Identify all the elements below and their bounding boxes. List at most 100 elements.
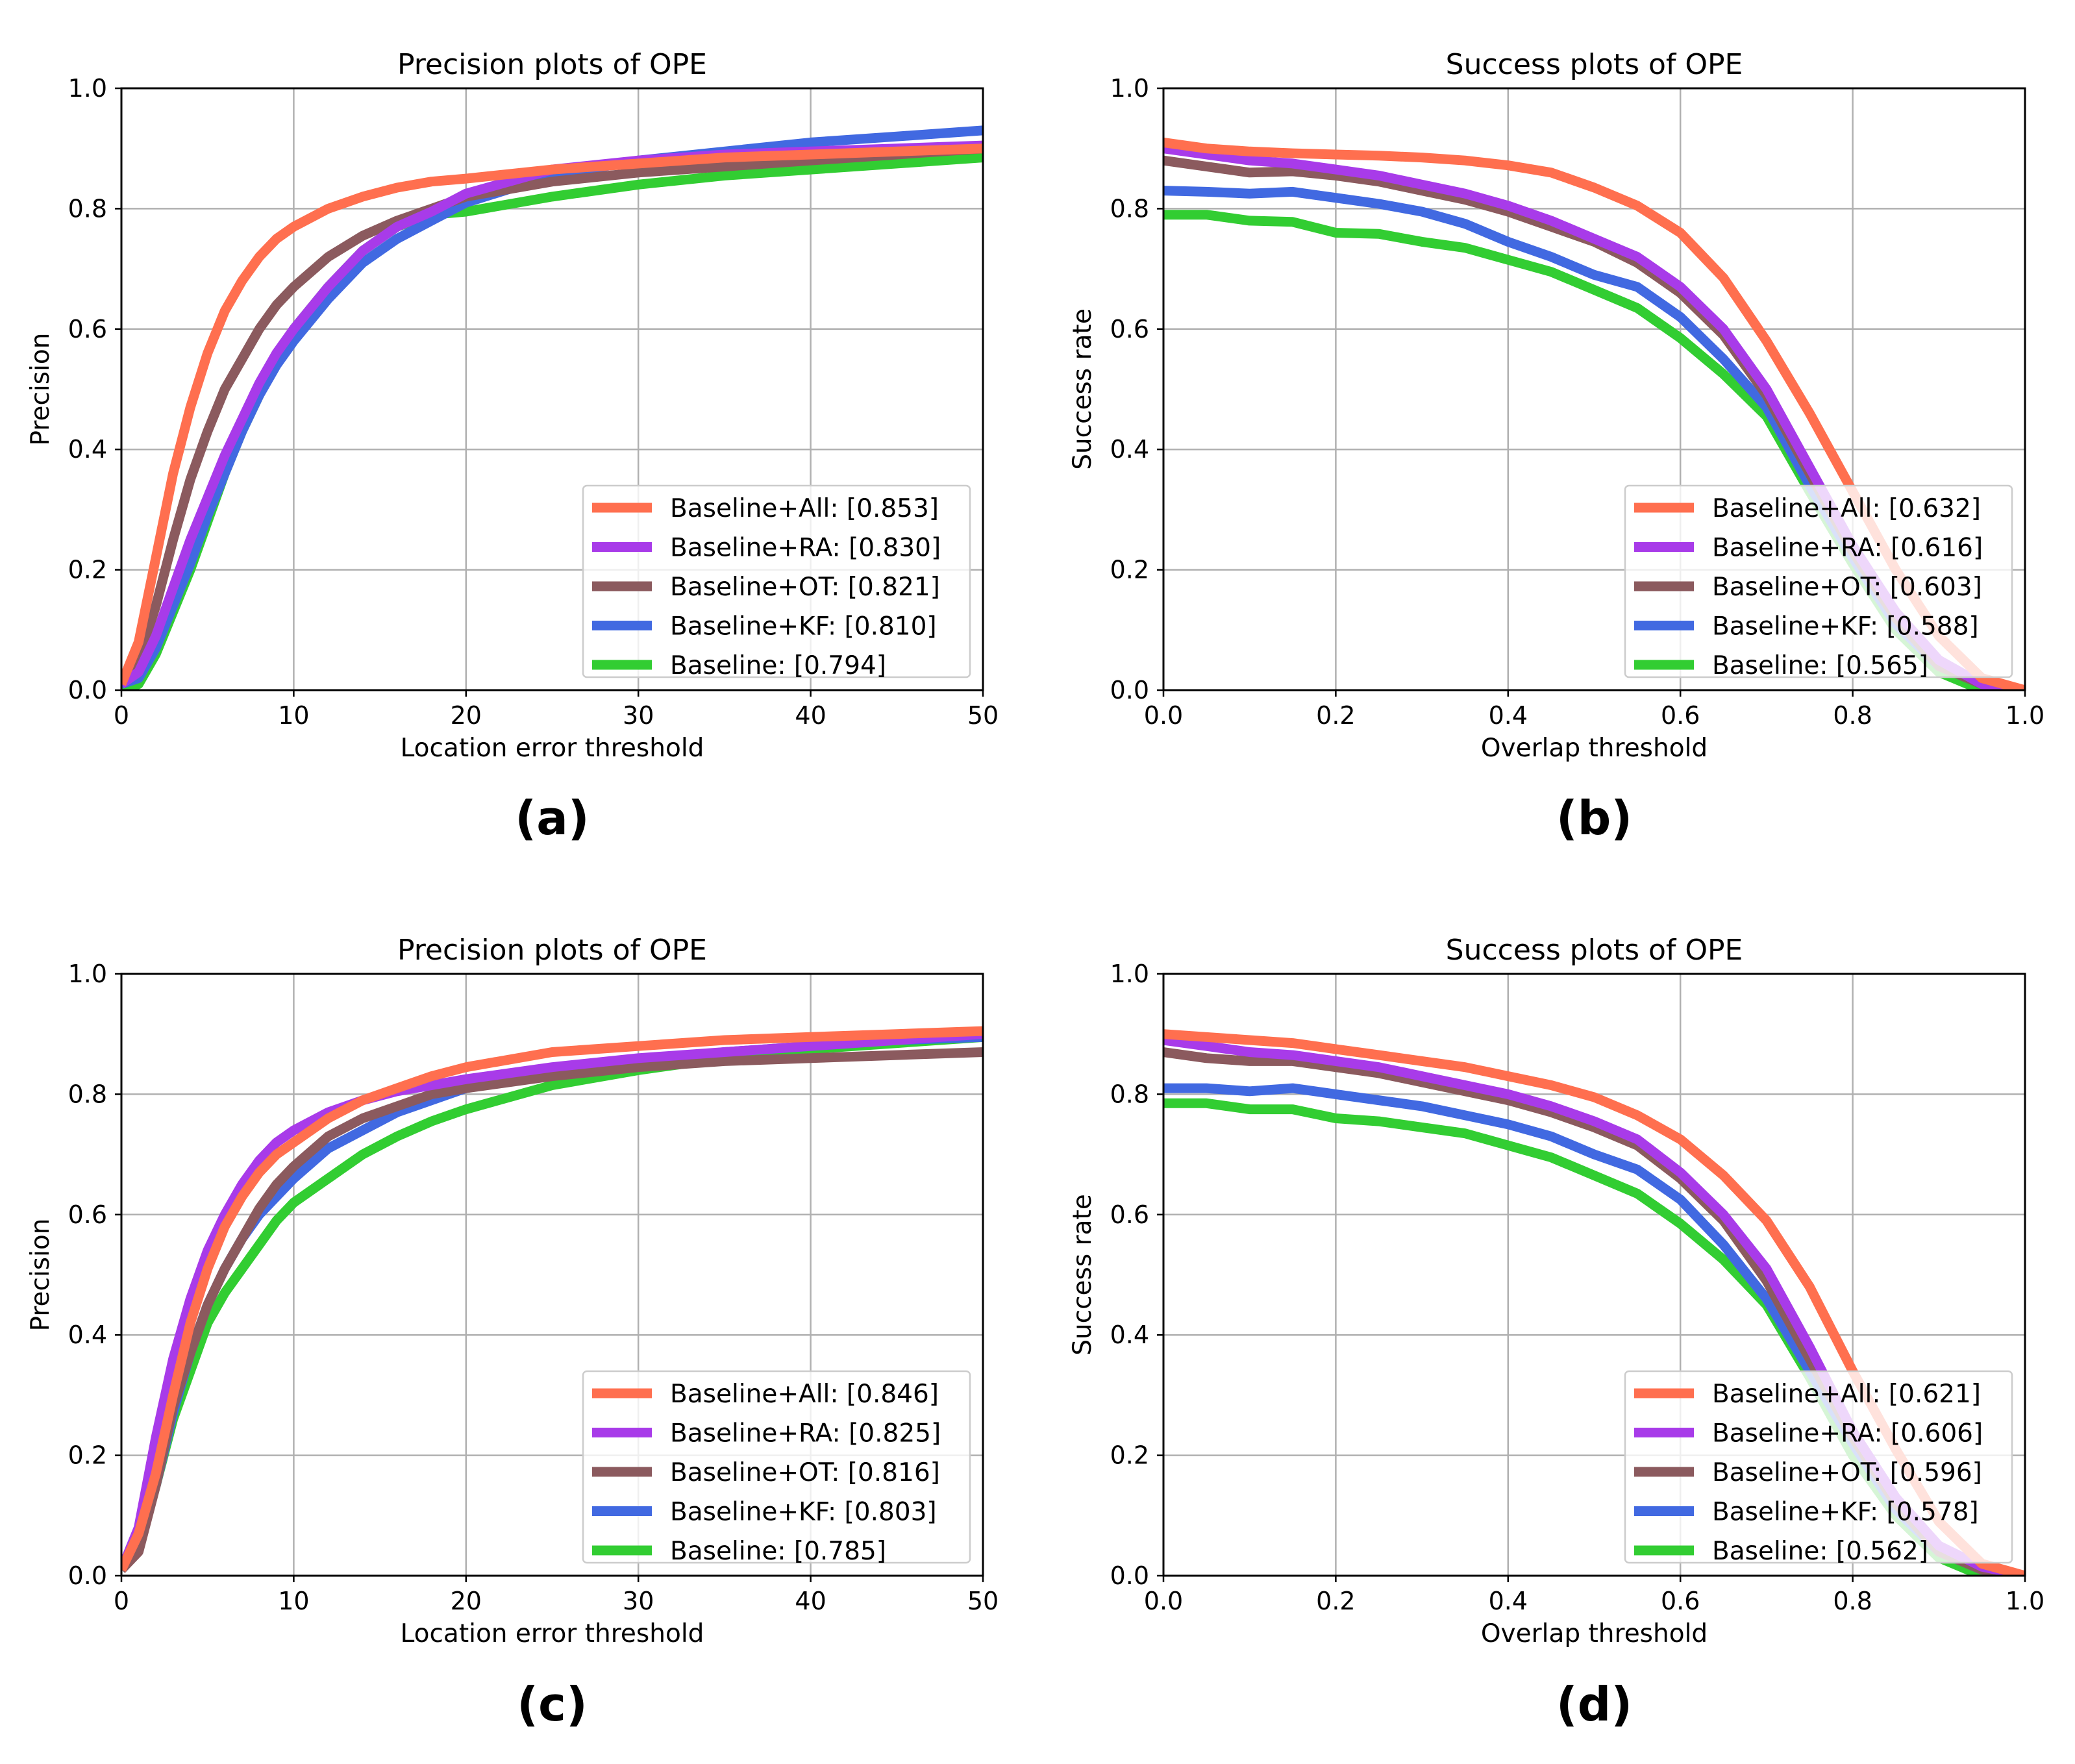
y-tick-label: 0.8 [68,1080,107,1108]
legend-entry: Baseline+RA: [0.616] [1712,534,1983,563]
x-tick-label: 1.0 [2006,1587,2044,1615]
legend-entry: Baseline+OT: [0.603] [1712,573,1982,602]
legend-entry: Baseline: [0.562] [1712,1537,1928,1566]
legend-entry: Baseline+RA: [0.825] [670,1419,941,1448]
x-tick-label: 0.4 [1489,701,1528,730]
x-tick-label: 0.8 [1833,701,1872,730]
axes-frame [120,973,984,1577]
y-tick-label: 0.4 [1110,435,1149,464]
y-tick-label: 1.0 [68,960,107,988]
legend-entry: Baseline+All: [0.621] [1712,1380,1981,1409]
chart-d: Success plots of OPE 0.0 0.2 0.4 0.6 0.8 1.0 0.… [1068,934,2044,1648]
y-tick-label: 0.0 [68,1561,107,1590]
x-tick-label: 40 [795,701,826,730]
y-tick-label: 0.8 [68,194,107,223]
y-tick-label: 0.4 [68,435,107,464]
axes-frame [1162,87,2026,691]
x-axis-label: Overlap threshold [1481,734,1708,763]
legend-box [582,1370,971,1564]
y-tick-label: 1.0 [68,74,107,103]
x-tick-label: 50 [967,701,999,730]
x-tick-label: 0.2 [1316,1587,1355,1615]
legend-entry: Baseline+KF: [0.588] [1712,612,1979,641]
y-tick-label: 1.0 [1110,960,1149,988]
legend-entry: Baseline+OT: [0.596] [1712,1458,1982,1487]
legend-entry: Baseline+KF: [0.803] [670,1498,937,1527]
x-tick-label: 40 [795,1587,826,1615]
y-tick-label: 0.4 [1110,1321,1149,1349]
x-axis-label: Location error threshold [401,1619,704,1648]
legend: Baseline+All: [0.853] Baseline+RA: [0.830… [582,484,971,680]
x-tick-label: 0.8 [1833,1587,1872,1615]
legend-entry: Baseline+OT: [0.816] [670,1458,940,1487]
legend-entry: Baseline+OT: [0.821] [670,573,940,602]
legend-entry: Baseline+KF: [0.810] [670,612,937,641]
legend-entry: Baseline+RA: [0.606] [1712,1419,1983,1448]
chart-c: Precision plots of OPE 0 10 20 30 40 50 0.0 0.2 0… [26,934,999,1648]
legend: Baseline+All: [0.632] Baseline+RA: [0.616… [1624,484,2013,680]
panel-label: (a) [515,791,589,845]
chart-title: Precision plots of OPE [397,48,707,81]
y-tick-label: 0.6 [68,1200,107,1229]
legend-entry: Baseline: [0.785] [670,1537,886,1566]
series-line-baseline-plus-all [121,143,983,686]
panel-label: (c) [517,1677,588,1732]
legend-entry: Baseline+All: [0.853] [670,494,939,523]
legend: Baseline+All: [0.846] Baseline+RA: [0.825… [582,1370,971,1566]
series-line-baseline-plus-ra [121,1029,983,1572]
x-tick-label: 10 [278,1587,309,1615]
panel-label: (b) [1556,791,1632,845]
legend-entry: Baseline: [0.565] [1712,651,1928,680]
legend-box [1624,1370,2013,1564]
series-lines [121,1026,983,1573]
axes-frame [1162,973,2026,1577]
series-lines [121,125,983,690]
chart-title: Precision plots of OPE [397,934,707,967]
y-tick-label: 0.0 [1110,676,1149,704]
x-tick-label: 50 [967,1587,999,1615]
legend-entry: Baseline+KF: [0.578] [1712,1498,1979,1527]
legend-entry: Baseline: [0.794] [670,651,886,680]
series-line-baseline-plus-ot [121,1047,983,1573]
y-tick-label: 0.6 [1110,315,1149,343]
y-tick-label: 0.8 [1110,194,1149,223]
legend-entry: Baseline+All: [0.632] [1712,494,1981,523]
y-tick-label: 1.0 [1110,74,1149,103]
x-axis-label: Location error threshold [401,734,704,763]
series-line-baseline-plus-all [121,1026,983,1572]
y-tick-label: 0.4 [68,1321,107,1349]
y-tick-label: 0.2 [1110,556,1149,584]
x-tick-label: 0.2 [1316,701,1355,730]
x-tick-label: 1.0 [2006,701,2044,730]
chart-b: Success plots of OPE 0.0 0.2 0.4 0.6 0.8 1.0 0.… [1068,48,2044,763]
y-tick-label: 0.2 [68,556,107,584]
chart-title: Success plots of OPE [1446,934,1743,967]
x-tick-label: 0 [114,1587,129,1615]
panel-label: (d) [1556,1677,1632,1732]
legend-entry: Baseline+RA: [0.830] [670,534,941,563]
x-axis-label: Overlap threshold [1481,1619,1708,1648]
x-tick-label: 0.0 [1144,1587,1183,1615]
x-tick-label: 0.6 [1661,1587,1700,1615]
y-tick-label: 0.6 [1110,1200,1149,1229]
axes-frame [120,87,984,691]
y-tick-label: 0.6 [68,315,107,343]
chart-title: Success plots of OPE [1446,48,1743,81]
x-tick-label: 0.4 [1489,1587,1528,1615]
y-tick-label: 0.8 [1110,1080,1149,1108]
x-tick-label: 0.0 [1144,701,1183,730]
x-tick-label: 10 [278,701,309,730]
y-axis-label: Precision [26,1218,55,1331]
x-tick-label: 0 [114,701,129,730]
y-axis-label: Precision [26,332,55,445]
legend-box [1624,484,2013,678]
series-line-baseline-plus-ot [121,143,983,688]
legend-box [582,484,971,678]
y-axis-label: Success rate [1068,308,1097,470]
legend-entry: Baseline+All: [0.846] [670,1380,939,1409]
y-tick-label: 0.0 [68,676,107,704]
x-tick-label: 20 [451,701,482,730]
y-axis-label: Success rate [1068,1194,1097,1356]
x-tick-label: 20 [451,1587,482,1615]
